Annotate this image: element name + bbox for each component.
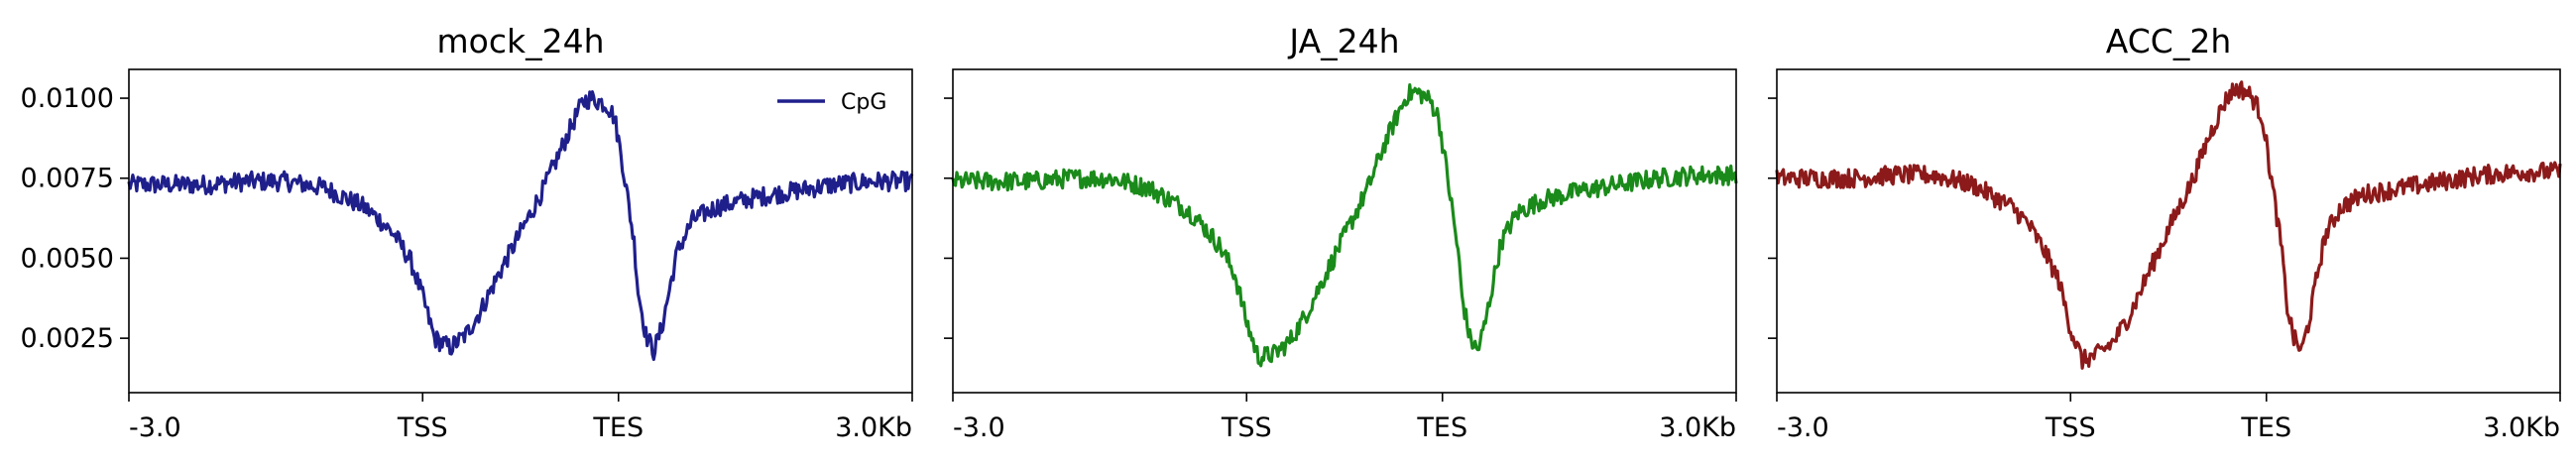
x-tick-label: 3.0Kb: [2483, 412, 2560, 443]
y-tick-label: 0.0075: [21, 164, 114, 194]
plot-frame: [128, 68, 913, 394]
x-tick-label: 3.0Kb: [1659, 412, 1736, 443]
x-tick-label: -3.0: [953, 412, 1005, 443]
chart-panel-3: ACC_2h -3.0 TSS TES 3.0Kb: [1768, 22, 2562, 443]
x-tick-label: -3.0: [129, 412, 181, 443]
data-line-cpg: [1775, 80, 2562, 370]
chart-title: JA_24h: [1287, 22, 1399, 60]
x-tick-label: TSS: [2045, 412, 2096, 443]
x-tick-label: TES: [2240, 412, 2291, 443]
plot-frame: [952, 68, 1737, 394]
x-tick-label: 3.0Kb: [835, 412, 912, 443]
x-tick-label: -3.0: [1777, 412, 1829, 443]
x-tick-label: TES: [1416, 412, 1467, 443]
y-tick-label: 0.0050: [21, 243, 114, 274]
plot-frame: [1776, 68, 2561, 394]
chart-title: mock_24h: [437, 22, 605, 60]
data-line-cpg: [951, 82, 1738, 368]
chart-panel-1: mock_24h 0.0100 0.0075 0.0050 0.0025 -3.0 TSS T…: [21, 22, 914, 443]
chart-panel-2: JA_24h -3.0 TSS TES 3.0Kb: [944, 22, 1738, 443]
data-line-cpg: [127, 89, 914, 362]
legend-label: CpG: [841, 90, 886, 115]
chart-title: ACC_2h: [2106, 22, 2232, 60]
y-tick-label: 0.0025: [21, 323, 114, 354]
x-tick-label: TSS: [1221, 412, 1272, 443]
x-tick-label: TSS: [397, 412, 448, 443]
x-tick-label: TES: [592, 412, 644, 443]
y-tick-label: 0.0100: [21, 83, 114, 114]
